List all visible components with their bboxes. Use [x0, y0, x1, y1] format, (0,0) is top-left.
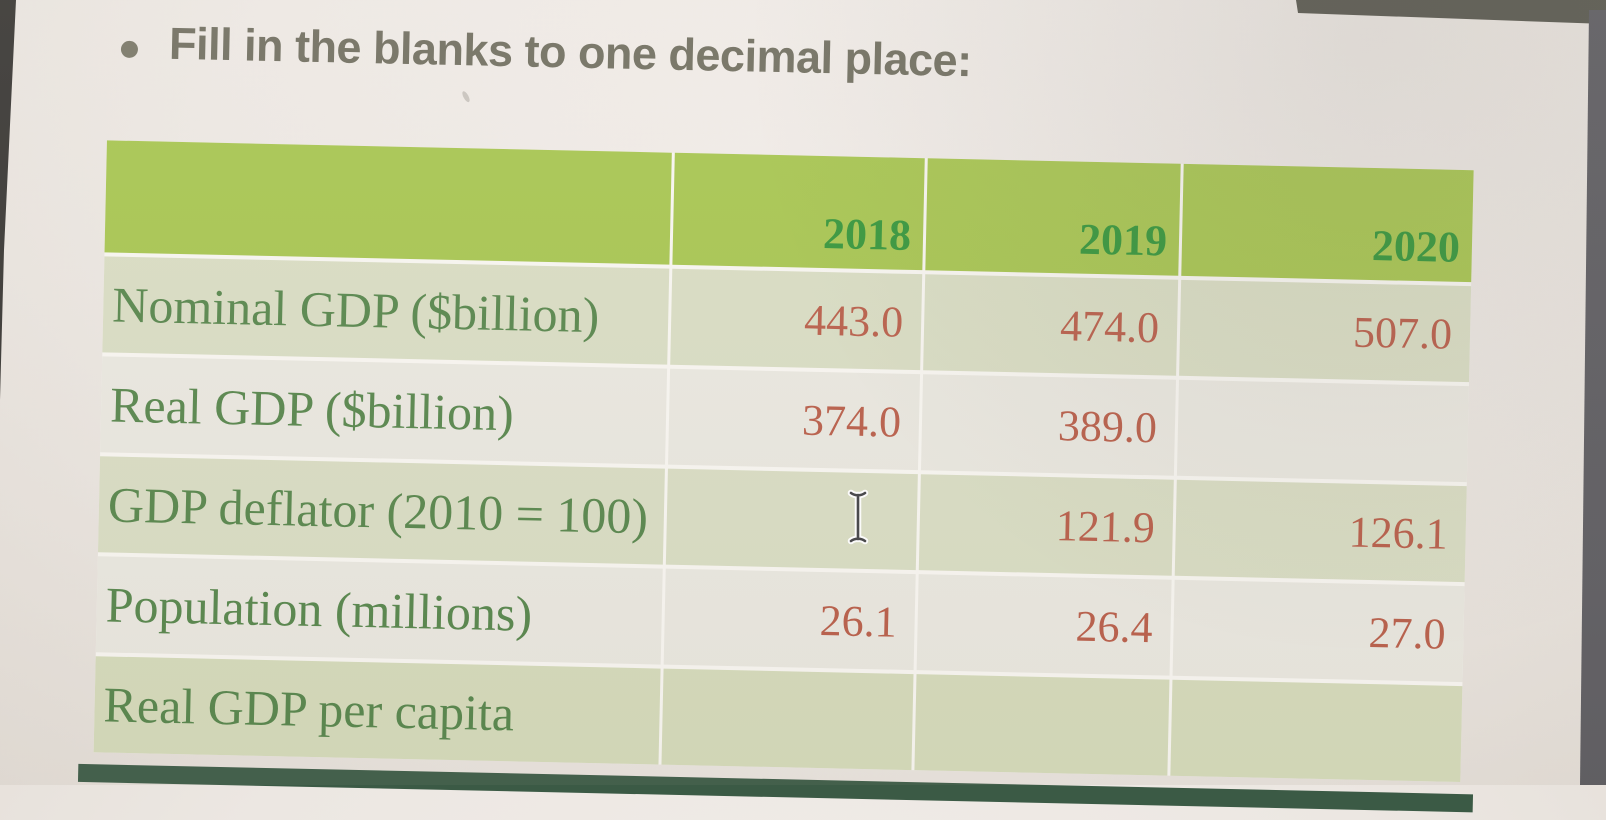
header-year-2020: 2020: [1181, 163, 1474, 283]
cell-nominal-gdp-2019: 474.0: [923, 274, 1179, 376]
cell-nominal-gdp-2018: 443.0: [670, 268, 923, 371]
screen-smudge: [460, 90, 472, 104]
cell-population-2019: 26.4: [916, 574, 1172, 676]
cell-per-capita-2018-blank[interactable]: [661, 668, 914, 771]
cell-gdp-deflator-2019: 121.9: [918, 474, 1174, 576]
cell-gdp-deflator-2020: 126.1: [1174, 479, 1467, 583]
row-label-nominal-gdp: Nominal GDP ($billion): [102, 256, 670, 365]
header-year-2019: 2019: [925, 158, 1181, 276]
gdp-table: 2018 2019 2020 Nominal GDP ($billion) 44…: [93, 140, 1474, 783]
slide-title: Fill in the blanks to one decimal place:: [168, 17, 973, 87]
year-label: 2019: [1078, 214, 1168, 266]
header-corner-cell: [104, 140, 672, 265]
year-label: 2018: [822, 209, 912, 260]
row-label-population: Population (millions): [95, 556, 663, 665]
cell-real-gdp-2019: 389.0: [920, 374, 1176, 476]
row-label-real-gdp: Real GDP ($billion): [100, 356, 668, 465]
header-year-2018: 2018: [672, 152, 925, 271]
cell-real-gdp-2020-blank[interactable]: [1176, 379, 1469, 483]
row-label-gdp-deflator: GDP deflator (2010 = 100): [97, 456, 665, 565]
cell-nominal-gdp-2020: 507.0: [1179, 279, 1472, 383]
screen-bezel-top: [1296, 0, 1606, 24]
cell-population-2020: 27.0: [1172, 579, 1465, 683]
slide-title-row: Fill in the blanks to one decimal place:: [120, 17, 1320, 86]
cell-per-capita-2020-blank[interactable]: [1170, 679, 1463, 783]
row-label-real-gdp-per-capita: Real GDP per capita: [93, 656, 661, 765]
cell-per-capita-2019-blank[interactable]: [914, 674, 1170, 776]
cell-population-2018: 26.1: [663, 568, 916, 671]
bullet-point-icon: [120, 40, 139, 59]
year-label: 2020: [1371, 220, 1461, 272]
cell-real-gdp-2018: 374.0: [668, 368, 921, 471]
cell-gdp-deflator-2018-blank[interactable]: [665, 468, 918, 571]
